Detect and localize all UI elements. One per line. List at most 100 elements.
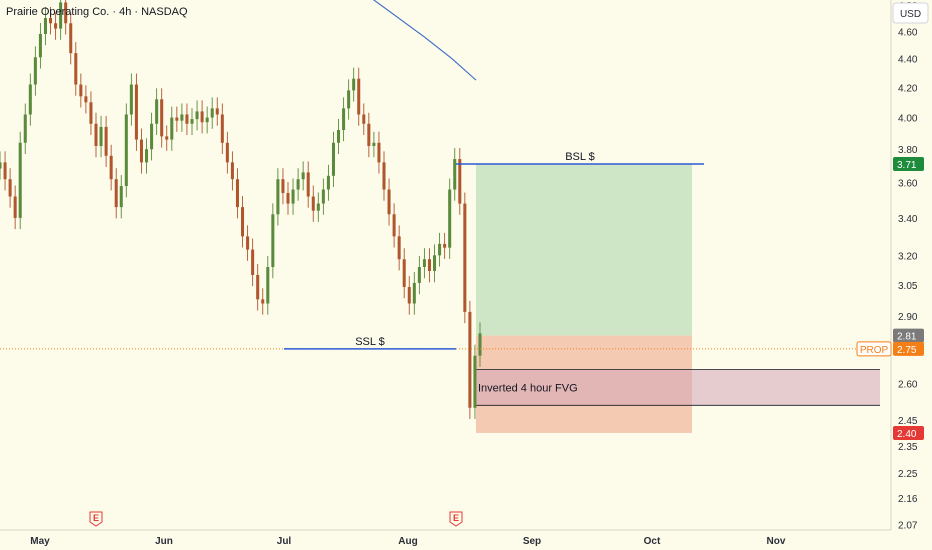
candle-body: [170, 117, 174, 140]
candle-body: [377, 142, 381, 163]
price-label-tag: [893, 328, 924, 343]
candle-body: [139, 139, 143, 163]
candle-body: [225, 142, 229, 163]
candle-body: [301, 172, 305, 180]
price-label-text: 2.81: [897, 332, 917, 343]
candle-body: [109, 155, 113, 180]
candle-body: [49, 17, 53, 24]
earnings-marker-label: E: [93, 513, 99, 523]
candle-body: [463, 203, 467, 312]
currency-button[interactable]: [892, 2, 929, 24]
candle-body: [89, 102, 93, 124]
candle-body: [134, 84, 138, 140]
candle-body: [256, 274, 260, 300]
candle-body: [79, 84, 83, 97]
price-axis[interactable]: 4.804.604.404.204.003.803.603.403.203.05…: [856, 0, 932, 550]
plot-background: [0, 0, 891, 530]
candle-body: [175, 117, 179, 121]
chart-title: Prairie Operating Co. · 4h · NASDAQ: [6, 6, 188, 18]
candle-body: [387, 189, 391, 215]
time-tick-label: May: [30, 536, 50, 547]
candle-body: [28, 84, 32, 115]
candle-body: [422, 259, 426, 268]
candle-body: [261, 299, 265, 304]
moving-average-layer: [372, 0, 477, 81]
candle-body: [357, 78, 361, 115]
time-tick-label: Jul: [277, 536, 292, 547]
time-tick-label: Oct: [644, 536, 661, 547]
candle-body: [54, 23, 58, 29]
price-tick-label: 4.00: [898, 114, 918, 125]
candle-body: [427, 259, 431, 271]
candle-body: [205, 117, 209, 123]
price-label-text: 2.75: [897, 345, 917, 356]
candle-body: [367, 123, 371, 146]
candle-body: [372, 142, 376, 146]
candle-body: [165, 136, 169, 140]
candle-body: [392, 214, 396, 237]
candle-body: [215, 108, 219, 115]
time-axis[interactable]: May Jun Jul Aug Sep Oct Nov E E: [0, 511, 891, 550]
candle-body: [74, 53, 78, 85]
candle-body: [124, 114, 128, 187]
candle-body: [235, 179, 239, 208]
candle-body: [200, 111, 204, 123]
profit-zone: [476, 164, 692, 336]
candle-body: [84, 96, 88, 103]
candle-body: [185, 114, 189, 124]
candle-body: [448, 189, 452, 248]
candle-body: [145, 149, 149, 163]
candle-body: [180, 114, 184, 121]
candle-body: [18, 142, 22, 218]
candle-body: [230, 162, 234, 180]
candle-body: [453, 159, 457, 190]
candle-body: [412, 282, 416, 304]
candle-body: [326, 175, 330, 190]
candle-body: [246, 236, 250, 250]
candle-body: [99, 126, 103, 146]
candle-body: [69, 23, 73, 54]
candle-body: [13, 196, 17, 218]
fvg-zone: [476, 369, 880, 406]
price-label-text: 2.40: [897, 429, 917, 440]
candle-body: [433, 255, 437, 271]
candle-body: [160, 99, 164, 137]
candle-body: [43, 17, 47, 34]
candle-body: [458, 159, 462, 204]
candle-body: [8, 179, 12, 197]
price-tick-label: 3.60: [898, 179, 918, 190]
candle-body: [104, 126, 108, 156]
candle-body: [478, 333, 482, 356]
candle-body: [438, 243, 442, 256]
candle-body: [64, 2, 68, 24]
candle-body: [397, 236, 401, 260]
candle-body: [306, 172, 310, 197]
fvg-label: Inverted 4 hour FVG: [478, 382, 578, 394]
candle-body: [321, 189, 325, 204]
time-tick-label: Aug: [398, 536, 417, 547]
price-label-tag: [893, 425, 924, 440]
price-tick-label: 2.35: [898, 442, 918, 453]
candle-body: [210, 108, 214, 118]
price-tick-label: 2.07: [898, 520, 918, 531]
price-label-tag: [893, 157, 924, 172]
levels-layer: BSL $ SSL $: [0, 151, 891, 350]
price-axis-background: [891, 0, 932, 550]
price-tick-label: 2.90: [898, 312, 918, 323]
candle-body: [342, 108, 346, 131]
price-tick-label: 4.40: [898, 55, 918, 66]
price-tick-label: 4.20: [898, 83, 918, 94]
candle-body: [114, 179, 118, 208]
currency-label: USD: [900, 9, 921, 20]
candle-body: [276, 179, 280, 215]
time-tick-label: Sep: [523, 536, 541, 547]
candle-body: [266, 267, 270, 304]
candle-body: [241, 207, 245, 237]
candle-body: [129, 84, 133, 115]
candle-body: [473, 355, 477, 408]
earnings-marker-icon: [449, 511, 463, 527]
price-label-text: 3.71: [897, 160, 917, 171]
candle-body: [291, 189, 295, 204]
price-label-tag: [893, 341, 924, 356]
